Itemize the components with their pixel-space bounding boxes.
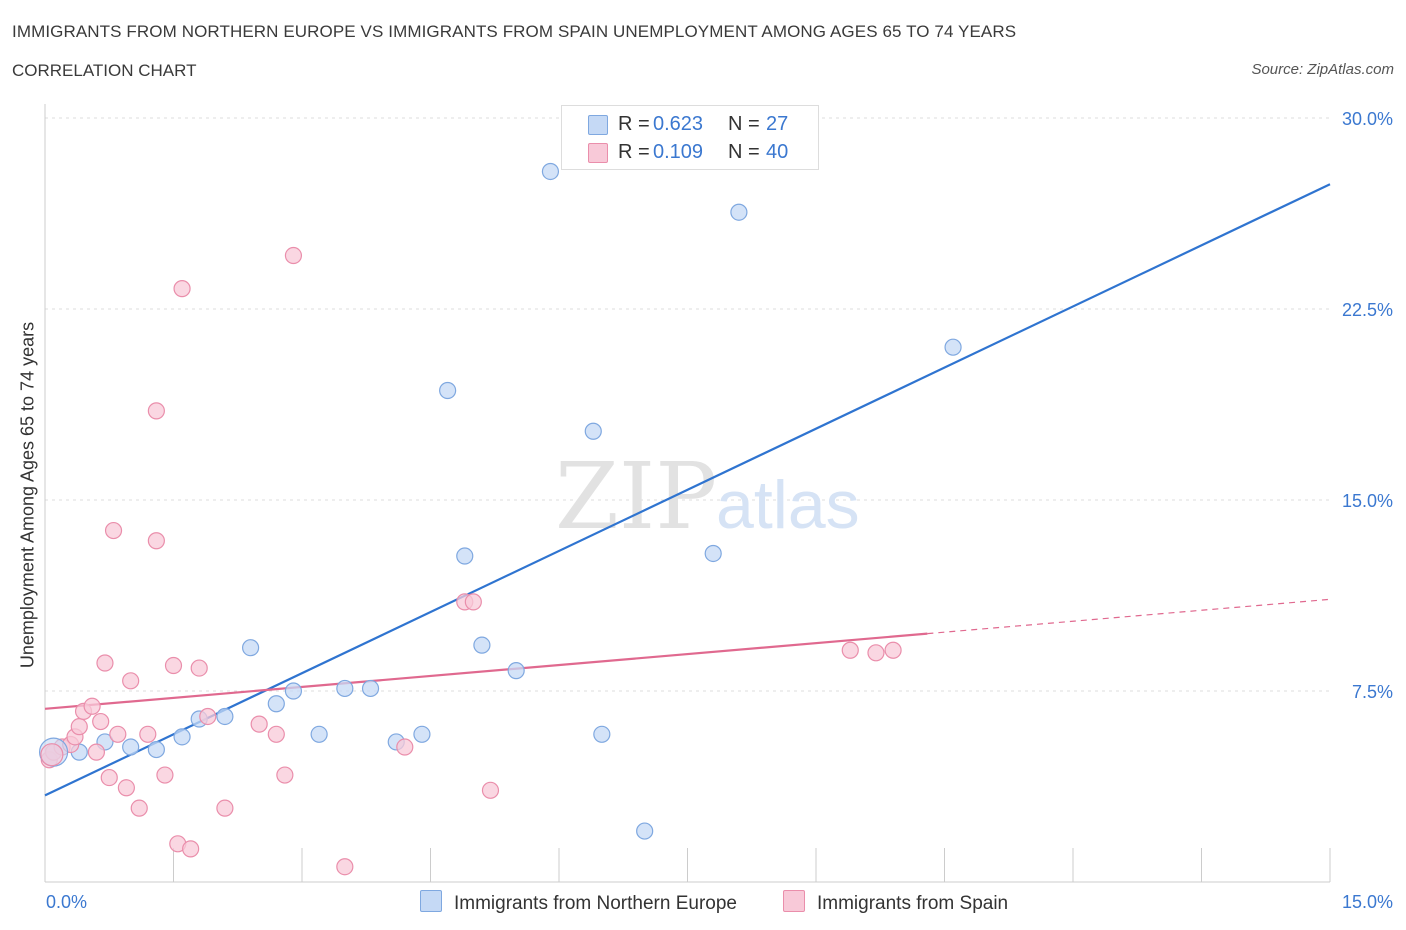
point-spain: [190, 659, 208, 677]
point-northern-europe: [122, 738, 140, 756]
point-northern-europe: [541, 162, 560, 181]
y-tick-label: 15.0%: [1342, 491, 1393, 511]
point-spain: [70, 718, 88, 736]
legend-n-label: N =: [728, 113, 760, 135]
point-northern-europe: [413, 725, 431, 743]
point-northern-europe: [584, 422, 602, 440]
point-northern-europe: [704, 544, 722, 563]
point-northern-europe: [267, 695, 285, 713]
legend-n-value: 40: [766, 141, 789, 163]
point-northern-europe: [173, 728, 191, 746]
bottom-legend-northern-europe: Immigrants from Northern Europe: [420, 890, 737, 915]
legend-swatch-blue: [588, 115, 608, 135]
point-spain: [130, 799, 148, 817]
legend-swatch-pink: [588, 143, 608, 163]
point-northern-europe: [147, 740, 165, 759]
trend-lines: [44, 183, 1331, 797]
point-spain: [164, 656, 183, 675]
point-northern-europe: [242, 639, 260, 657]
bottom-legend-swatch-pink: [783, 890, 805, 912]
legend-n-label: N =: [728, 141, 760, 163]
point-spain: [87, 743, 106, 761]
point-spain: [96, 654, 114, 672]
bottom-legend-label: Immigrants from Spain: [817, 893, 1009, 914]
point-northern-europe: [593, 725, 611, 743]
legend-r-value: 0.109: [653, 141, 704, 163]
legend-n-value: 27: [766, 113, 789, 135]
point-spain: [147, 402, 165, 420]
point-northern-europe: [310, 725, 328, 743]
chart-subtitle: CORRELATION CHART: [12, 61, 197, 80]
point-spain: [464, 593, 482, 611]
point-spain: [884, 641, 902, 659]
point-spain: [276, 766, 294, 784]
tick-labels: 7.5% 15.0% 22.5% 30.0% 0.0% 15.0%: [46, 109, 1393, 912]
trend-line-spain-extrapolated: [927, 598, 1331, 635]
point-spain: [199, 707, 217, 726]
point-northern-europe: [507, 662, 525, 680]
point-spain: [841, 641, 859, 659]
point-spain: [481, 781, 500, 799]
point-spain: [83, 697, 101, 715]
bottom-legend-swatch-blue: [420, 890, 442, 912]
trend-line-northern-europe: [44, 183, 1331, 797]
y-tick-label: 30.0%: [1342, 109, 1393, 129]
point-spain: [139, 725, 157, 743]
point-northern-europe: [944, 338, 962, 356]
point-spain: [100, 768, 118, 787]
grid-lines: [45, 117, 1330, 692]
point-spain: [267, 725, 285, 743]
point-spain: [336, 858, 354, 876]
trend-line-spain: [44, 632, 928, 710]
point-northern-europe: [216, 707, 234, 726]
point-northern-europe: [439, 381, 457, 400]
point-spain: [156, 766, 174, 784]
point-spain: [109, 725, 127, 743]
point-northern-europe: [361, 679, 380, 698]
stats-legend: R = 0.623 N = 27 R = 0.109 N = 40: [561, 105, 819, 170]
point-spain: [104, 521, 123, 540]
y-tick-label: 22.5%: [1342, 300, 1393, 320]
legend-r-label: R =: [618, 113, 650, 135]
y-axis-label: Unemployment Among Ages 65 to 74 years: [17, 321, 38, 669]
point-northern-europe: [636, 822, 654, 840]
point-spain: [216, 799, 234, 817]
chart-title: IMMIGRANTS FROM NORTHERN EUROPE VS IMMIG…: [12, 22, 1017, 41]
point-spain: [396, 738, 414, 756]
legend-r-value: 0.623: [653, 113, 704, 135]
point-northern-europe: [730, 203, 748, 221]
point-spain: [867, 644, 885, 662]
point-spain: [284, 246, 303, 265]
point-spain: [147, 532, 165, 550]
bottom-legend-spain: Immigrants from Spain: [783, 890, 1008, 915]
point-spain: [173, 280, 191, 298]
point-northern-europe: [473, 636, 491, 654]
y-tick-label: 7.5%: [1352, 682, 1393, 702]
point-spain: [122, 672, 140, 690]
point-spain: [250, 715, 268, 733]
point-spain: [117, 779, 135, 797]
x-tick-label: 0.0%: [46, 892, 87, 912]
point-spain: [92, 712, 110, 731]
source-note: Source: ZipAtlas.com: [1251, 61, 1394, 78]
bottom-legend-label: Immigrants from Northern Europe: [454, 893, 737, 914]
legend-r-label: R =: [618, 141, 650, 163]
point-spain: [182, 840, 200, 858]
x-tick-label: 15.0%: [1342, 892, 1393, 912]
watermark-atlas: atlas: [716, 467, 860, 543]
point-northern-europe: [456, 547, 474, 565]
data-points: [38, 162, 962, 876]
point-northern-europe: [284, 682, 303, 700]
watermark-zip: ZIP: [555, 443, 717, 550]
point-northern-europe: [336, 679, 354, 698]
point-cluster-spain: [40, 743, 64, 767]
